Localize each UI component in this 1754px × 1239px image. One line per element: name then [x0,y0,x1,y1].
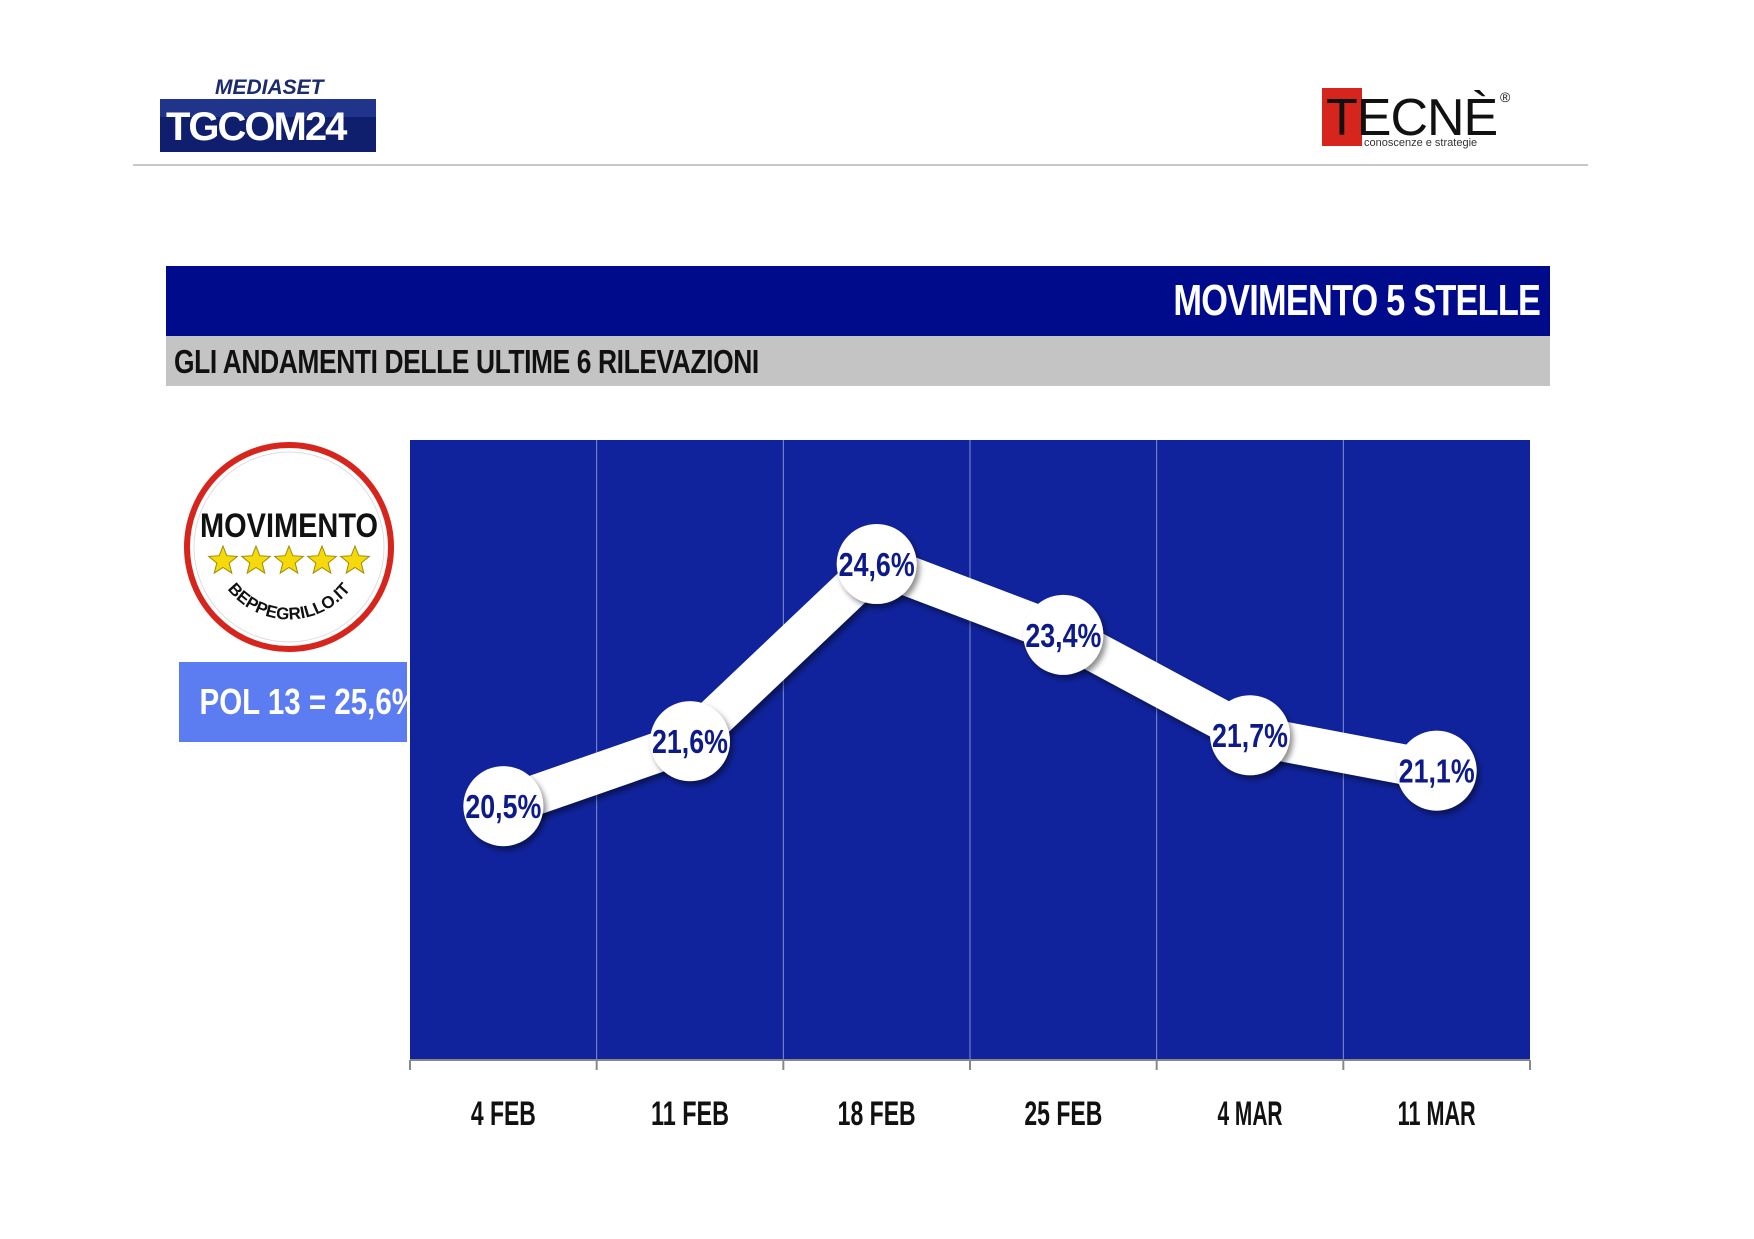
tgcom24-logo-text: TGCOM24 [166,105,348,149]
x-tick-label: 4 MAR [1218,1095,1283,1133]
data-point [1210,695,1290,776]
tecne-tagline: conoscenze e strategie [1364,137,1477,149]
x-tick-label: 25 FEB [1024,1095,1102,1133]
x-tick-label: 4 FEB [471,1095,536,1133]
star-icon [207,544,239,575]
x-tick-label: 18 FEB [838,1095,916,1133]
star-icon [240,544,272,575]
data-point [1023,594,1104,675]
registered-mark: ® [1500,89,1511,105]
page-subtitle: GLI ANDAMENTI DELLE ULTIME 6 RILEVAZIONI [174,343,759,380]
data-point [650,701,730,782]
trend-line-chart: 20,5% 21,6% 24,6% 23,4% 21,7% 21,1% 4 FEB 11 FE… [409,440,1531,1133]
data-label: 21,1% [1399,753,1475,790]
movimento-5-stelle-logo: MOVIMENTO BEPPEGRILLO.IT [184,442,394,652]
tecne-logo: TECNÈ ® conoscenze e strategie [1322,88,1511,149]
page-title: MOVIMENTO 5 STELLE [1173,276,1540,325]
subtitle-banner: GLI ANDAMENTI DELLE ULTIME 6 RILEVAZIONI [166,336,1550,386]
tecne-logo-text: TECNÈ [1326,89,1497,147]
five-stars-icon [207,544,371,575]
data-label: 20,5% [465,788,541,825]
data-label: 21,6% [652,723,728,760]
star-icon [339,544,371,575]
data-point [1396,730,1477,811]
mediaset-logo-text: MEDIASET [215,76,326,99]
data-point [463,766,544,847]
star-icon [273,544,305,575]
header-divider [133,164,1588,166]
data-label: 23,4% [1025,617,1101,654]
title-banner: MOVIMENTO 5 STELLE [166,266,1550,336]
star-icon [306,544,338,575]
party-logo-name: MOVIMENTO [200,507,378,545]
pol13-box: POL 13 = 25,6% [179,662,419,742]
tgcom24-logo: MEDIASET TGCOM24 [160,76,376,152]
data-label: 24,6% [839,546,915,583]
pol13-value: POL 13 = 25,6% [199,681,419,722]
data-point [836,524,917,604]
data-label: 21,7% [1212,717,1288,754]
x-tick-label: 11 FEB [651,1095,729,1133]
x-tick-label: 11 MAR [1398,1095,1476,1133]
